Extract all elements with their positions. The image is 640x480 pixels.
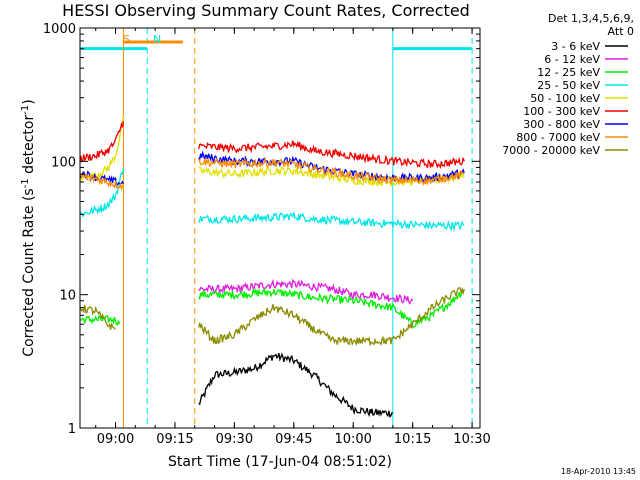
series-7	[79, 156, 465, 192]
y-axis-label-end: )	[21, 99, 37, 104]
legend-header-line1: Det 1,3,4,5,6,9,	[548, 12, 634, 25]
x-axis-label: Start Time (17-Jun-04 08:51:02)	[168, 454, 392, 470]
legend-label-8: 7000 - 20000 keV	[502, 144, 600, 157]
series-8	[79, 286, 465, 347]
x-axis: 09:00 09:15 09:30 09:45 10:00 10:15 10:30	[95, 28, 491, 447]
series-1	[198, 278, 414, 306]
chart-title: HESSI Observing Summary Count Rates, Cor…	[62, 1, 470, 20]
legend-label-5: 100 - 300 keV	[523, 105, 600, 118]
y-tick-label-1: 10	[59, 289, 76, 304]
x-tick-label-0: 09:00	[97, 432, 134, 447]
series-1-line-0	[198, 278, 414, 306]
legend-label-0: 3 - 6 keV	[551, 40, 600, 53]
series-5-line-1	[198, 140, 465, 169]
legend-label-4: 50 - 100 keV	[530, 92, 600, 105]
x-tick-label-2: 09:30	[216, 432, 253, 447]
series-8-line-1	[198, 286, 465, 347]
legend-label-1: 6 - 12 keV	[544, 53, 600, 66]
y-axis-label-sup1: -1	[20, 178, 31, 188]
series-3-line-1	[198, 212, 465, 232]
annotation-n: N	[153, 33, 161, 46]
x-tick-label-3: 09:45	[275, 432, 312, 447]
x-tick-label-4: 10:00	[334, 432, 371, 447]
series-4-line-0	[79, 115, 125, 183]
series-2-line-0	[79, 314, 121, 326]
y-axis-label: Corrected Count Rate (s-1 detector-1)	[20, 99, 37, 356]
legend-label-3: 25 - 50 keV	[537, 79, 600, 92]
x-tick-label-1: 09:15	[156, 432, 193, 447]
legend-label-6: 300 - 800 keV	[523, 118, 600, 131]
legend-label-7: 800 - 7000 keV	[516, 131, 600, 144]
series-7-line-0	[79, 172, 124, 192]
y-tick-label-2: 100	[51, 155, 76, 170]
y-tick-label-3: 1000	[43, 22, 76, 37]
series-5-line-0	[79, 121, 125, 163]
x-tick-label-6: 10:30	[453, 432, 490, 447]
series-0	[198, 352, 393, 418]
y-axis-label-sup2: -1	[20, 105, 31, 115]
series-3	[79, 167, 465, 232]
y-tick-label-0: 1	[68, 422, 76, 437]
series-7-line-1	[198, 156, 465, 186]
series-2-line-1	[198, 287, 465, 328]
render-timestamp: 18-Apr-2010 13:45	[561, 467, 636, 476]
series-8-line-0	[79, 304, 116, 330]
series-3-line-0	[79, 167, 125, 218]
annotation-s: S	[123, 33, 130, 46]
x-tick-label-5: 10:15	[394, 432, 431, 447]
plot-frame	[79, 27, 481, 429]
y-axis: 1 10 100 1000	[43, 22, 480, 437]
y-axis-label-mid: detector	[21, 115, 37, 179]
series-5	[79, 121, 465, 169]
y-axis-label-main: Corrected Count Rate (s	[21, 188, 37, 356]
legend-header-line2: Att 0	[608, 25, 634, 38]
series-4	[79, 115, 465, 188]
legend-label-2: 12 - 25 keV	[537, 66, 600, 79]
series-0-line-0	[198, 352, 393, 418]
series-2	[79, 287, 465, 328]
